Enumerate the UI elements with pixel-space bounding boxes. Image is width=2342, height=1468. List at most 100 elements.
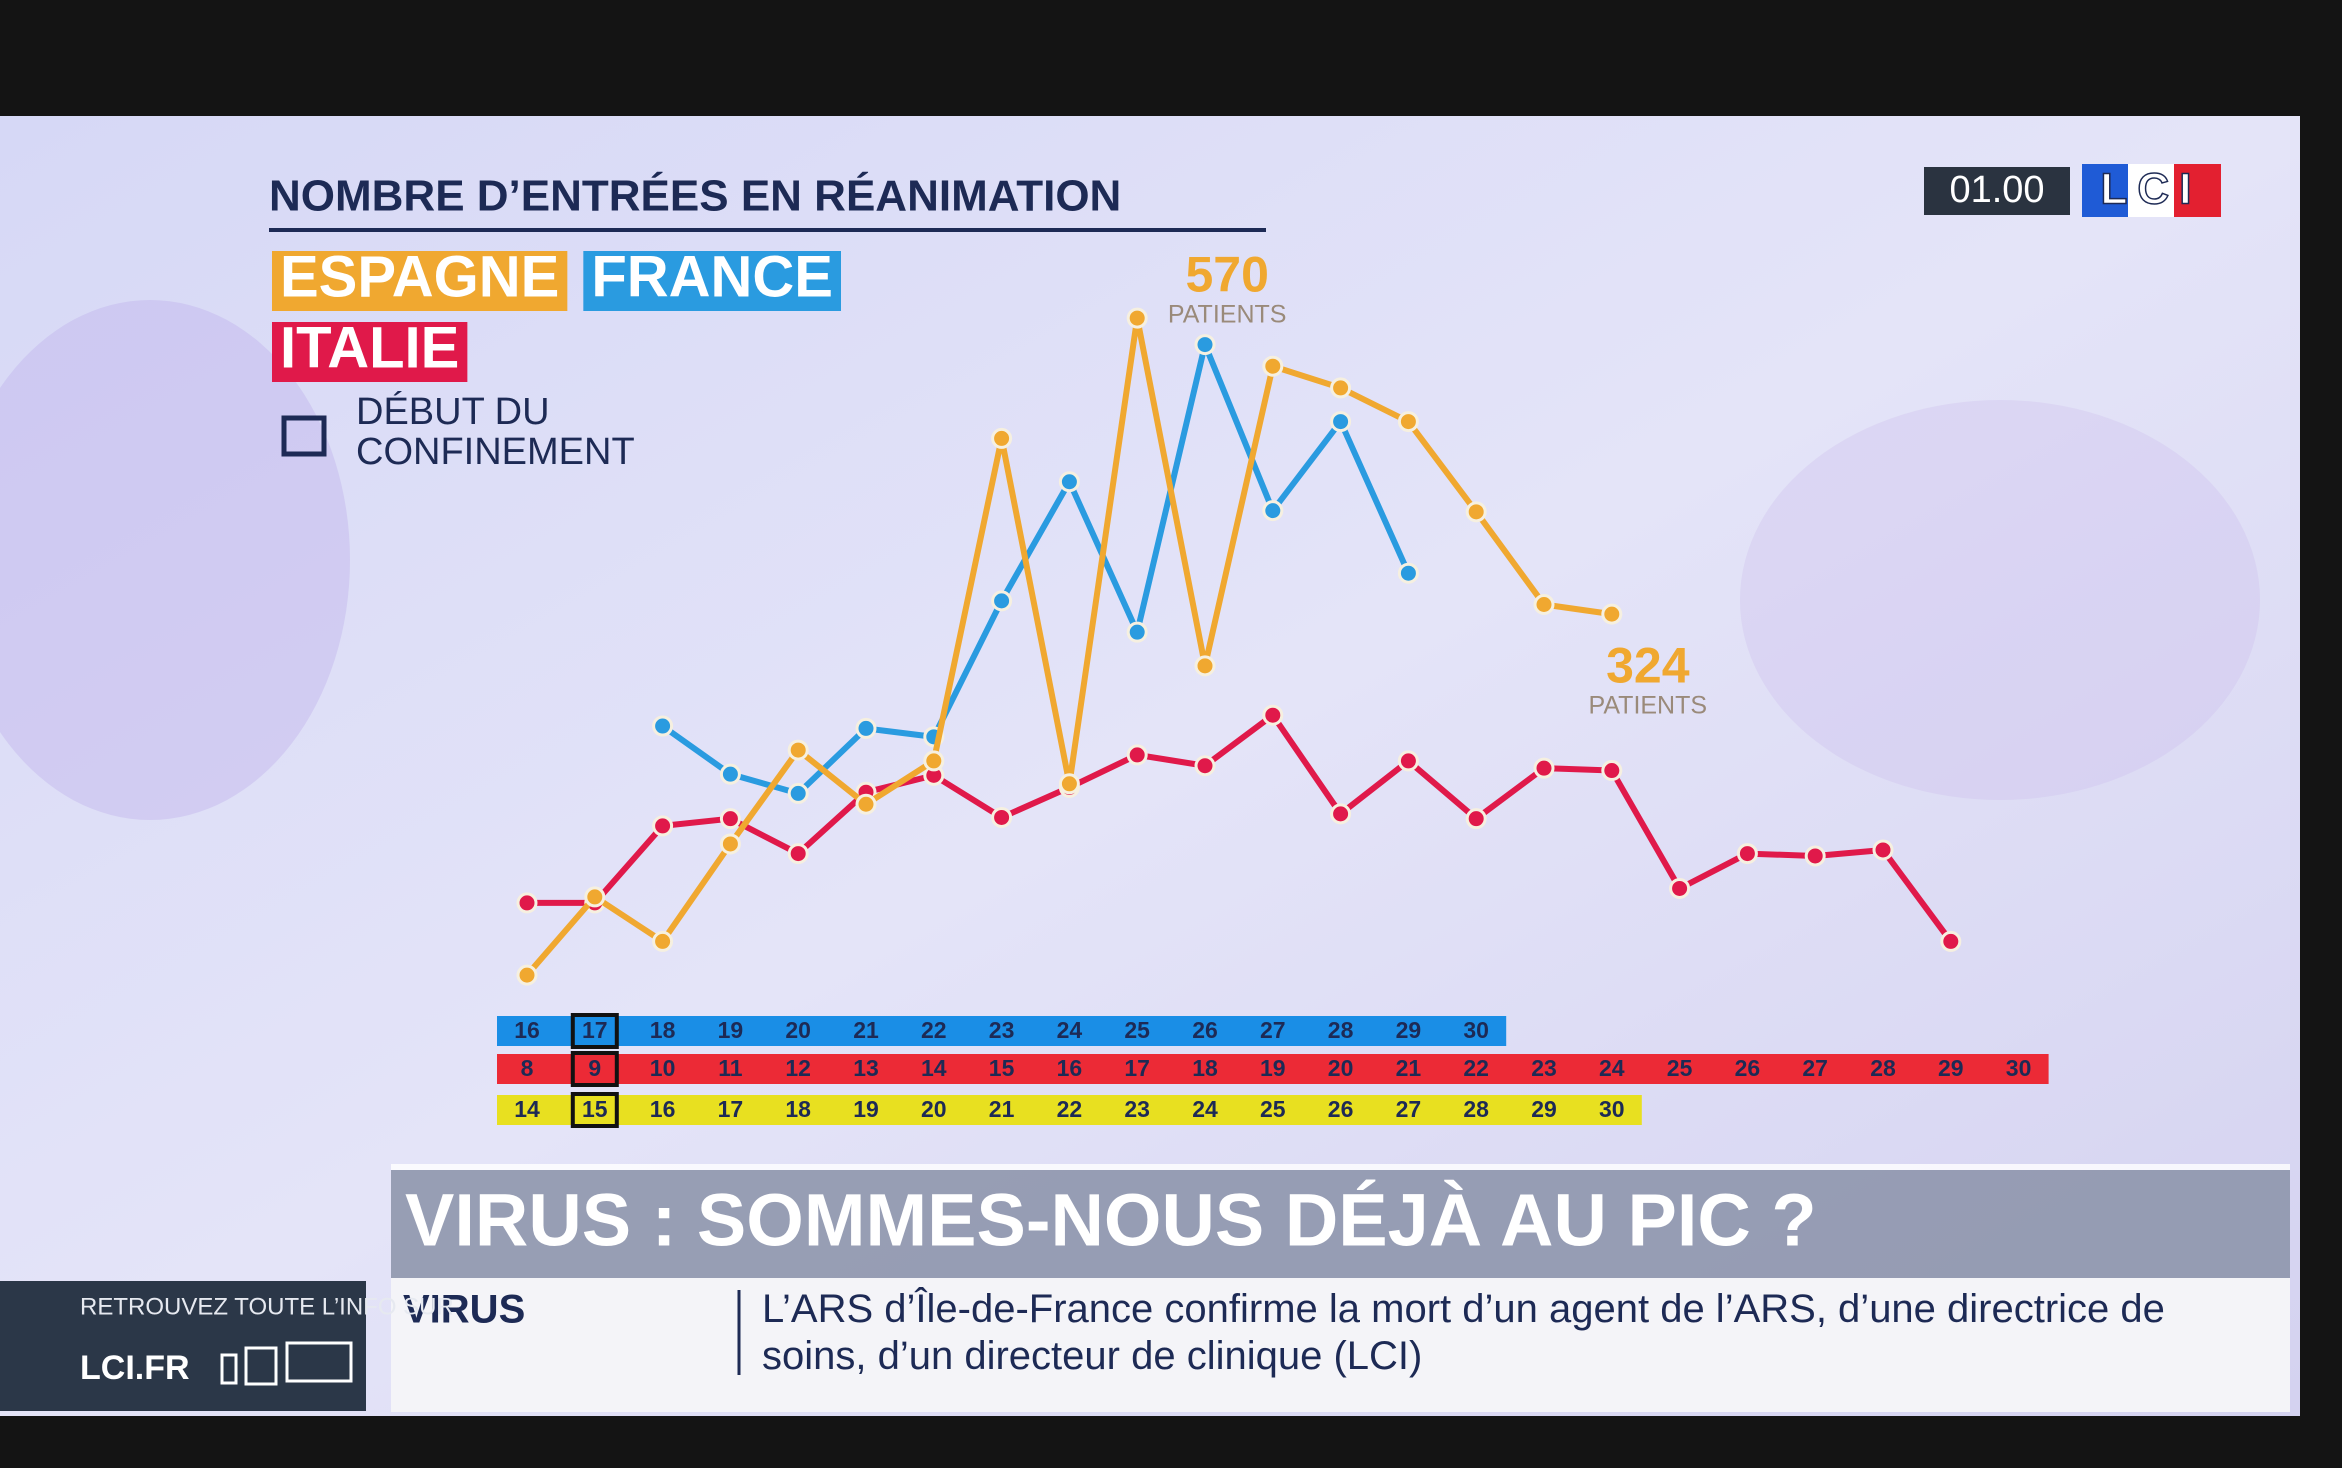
x-tick-label: 14 bbox=[921, 1055, 947, 1081]
data-point bbox=[923, 750, 945, 772]
x-tick-label: 16 bbox=[514, 1017, 540, 1043]
x-tick-label: 14 bbox=[514, 1096, 540, 1122]
x-tick-label: 30 bbox=[1599, 1096, 1625, 1122]
ticker-label: VIRUS bbox=[403, 1288, 525, 1332]
x-tick-label: 12 bbox=[785, 1055, 811, 1081]
data-point bbox=[1601, 760, 1623, 782]
data-point bbox=[652, 815, 674, 837]
data-point bbox=[1533, 757, 1555, 779]
ticker-text: L’ARS d’Île-de-France confirme la mort d… bbox=[762, 1287, 2165, 1378]
data-point bbox=[1465, 808, 1487, 830]
legend-label: ITALIE bbox=[280, 315, 459, 380]
data-point bbox=[652, 930, 674, 952]
device-icon bbox=[244, 1346, 278, 1386]
x-tick-label: 27 bbox=[1396, 1096, 1422, 1122]
x-tick-label: 28 bbox=[1328, 1017, 1354, 1043]
data-point bbox=[1058, 773, 1080, 795]
x-tick-label: 30 bbox=[1463, 1017, 1489, 1043]
data-point bbox=[1126, 744, 1148, 766]
data-point bbox=[1194, 334, 1216, 356]
x-tick-label: 29 bbox=[1531, 1096, 1557, 1122]
x-tick-label: 16 bbox=[650, 1096, 676, 1122]
x-tick-label: 23 bbox=[1531, 1055, 1557, 1081]
x-tick-label: 21 bbox=[853, 1017, 879, 1043]
data-point bbox=[991, 806, 1013, 828]
data-point bbox=[1330, 803, 1352, 825]
x-tick-label: 19 bbox=[1260, 1055, 1286, 1081]
series-line bbox=[660, 341, 1412, 797]
clock: 01.00 bbox=[1949, 169, 2044, 211]
x-tick-label: 27 bbox=[1802, 1055, 1828, 1081]
x-tick-label: 25 bbox=[1667, 1055, 1693, 1081]
data-point bbox=[787, 843, 809, 865]
x-tick-label: 20 bbox=[921, 1096, 947, 1122]
x-tick-label: 25 bbox=[1124, 1017, 1150, 1043]
banner-line bbox=[391, 1164, 2290, 1170]
x-tick-label: 9 bbox=[588, 1055, 601, 1081]
legend-box bbox=[272, 251, 568, 311]
x-tick-label: 15 bbox=[582, 1096, 608, 1122]
x-tick-label: 22 bbox=[1057, 1096, 1083, 1122]
data-point bbox=[991, 590, 1013, 612]
data-point bbox=[1194, 755, 1216, 777]
x-tick-label: 27 bbox=[1260, 1017, 1286, 1043]
data-point bbox=[516, 964, 538, 986]
data-point bbox=[1533, 593, 1555, 615]
x-tick-label: 10 bbox=[650, 1055, 676, 1081]
device-icon bbox=[285, 1341, 353, 1383]
x-tick-label: 23 bbox=[989, 1017, 1015, 1043]
x-tick-label: 26 bbox=[1735, 1055, 1761, 1081]
data-point bbox=[991, 427, 1013, 449]
data-point bbox=[787, 739, 809, 761]
x-axis-bar bbox=[497, 1054, 2049, 1084]
value-label-unit: PATIENTS bbox=[1589, 692, 1708, 720]
data-point bbox=[855, 793, 877, 815]
x-tick-label: 26 bbox=[1192, 1017, 1218, 1043]
data-point bbox=[719, 763, 741, 785]
x-tick-label: 17 bbox=[1124, 1055, 1150, 1081]
data-point bbox=[1262, 704, 1284, 726]
x-tick-label: 17 bbox=[718, 1096, 744, 1122]
value-label: 324 bbox=[1606, 637, 1690, 693]
x-tick-label: 20 bbox=[785, 1017, 811, 1043]
x-tick-label: 18 bbox=[650, 1017, 676, 1043]
value-label: 570 bbox=[1185, 246, 1268, 302]
lockdown-box bbox=[570, 1013, 619, 1049]
logo-white bbox=[2128, 164, 2174, 217]
data-point bbox=[1669, 877, 1691, 899]
data-point bbox=[1262, 500, 1284, 522]
x-tick-label: 13 bbox=[853, 1055, 879, 1081]
data-point bbox=[1330, 411, 1352, 433]
data-point bbox=[1601, 603, 1623, 625]
background-blob bbox=[0, 300, 350, 820]
x-tick-label: 26 bbox=[1328, 1096, 1354, 1122]
data-point bbox=[787, 782, 809, 804]
legend-label: FRANCE bbox=[591, 244, 833, 309]
x-tick-label: 24 bbox=[1192, 1096, 1218, 1122]
headline: VIRUS : SOMMES-NOUS DÉJÀ AU PIC ? bbox=[405, 1179, 1817, 1262]
lockdown-label: DÉBUT DU CONFINEMENT bbox=[356, 391, 635, 473]
x-tick-label: 19 bbox=[853, 1096, 879, 1122]
data-point bbox=[1872, 839, 1894, 861]
x-axis-bar bbox=[497, 1016, 1507, 1046]
legend-box bbox=[583, 251, 841, 311]
headline-band bbox=[391, 1170, 2290, 1278]
x-tick-label: 21 bbox=[1396, 1055, 1422, 1081]
clock-box bbox=[1924, 167, 2070, 215]
x-tick-label: 18 bbox=[1192, 1055, 1218, 1081]
logo: LCI bbox=[2101, 165, 2202, 214]
lockdown-box bbox=[570, 1092, 619, 1128]
promo-box bbox=[0, 1281, 366, 1411]
data-point bbox=[855, 717, 877, 739]
promo-text: RETROUVEZ TOUTE L’INFO SUR bbox=[80, 1293, 454, 1320]
data-point bbox=[1465, 501, 1487, 523]
x-tick-label: 21 bbox=[989, 1096, 1015, 1122]
chart-title: NOMBRE D’ENTRÉES EN RÉANIMATION bbox=[269, 171, 1121, 221]
data-point bbox=[1940, 930, 1962, 952]
legend-label: ESPAGNE bbox=[280, 244, 559, 309]
x-tick-label: 29 bbox=[1396, 1017, 1422, 1043]
data-point bbox=[1330, 377, 1352, 399]
data-point bbox=[1262, 355, 1284, 377]
data-point bbox=[1804, 845, 1826, 867]
